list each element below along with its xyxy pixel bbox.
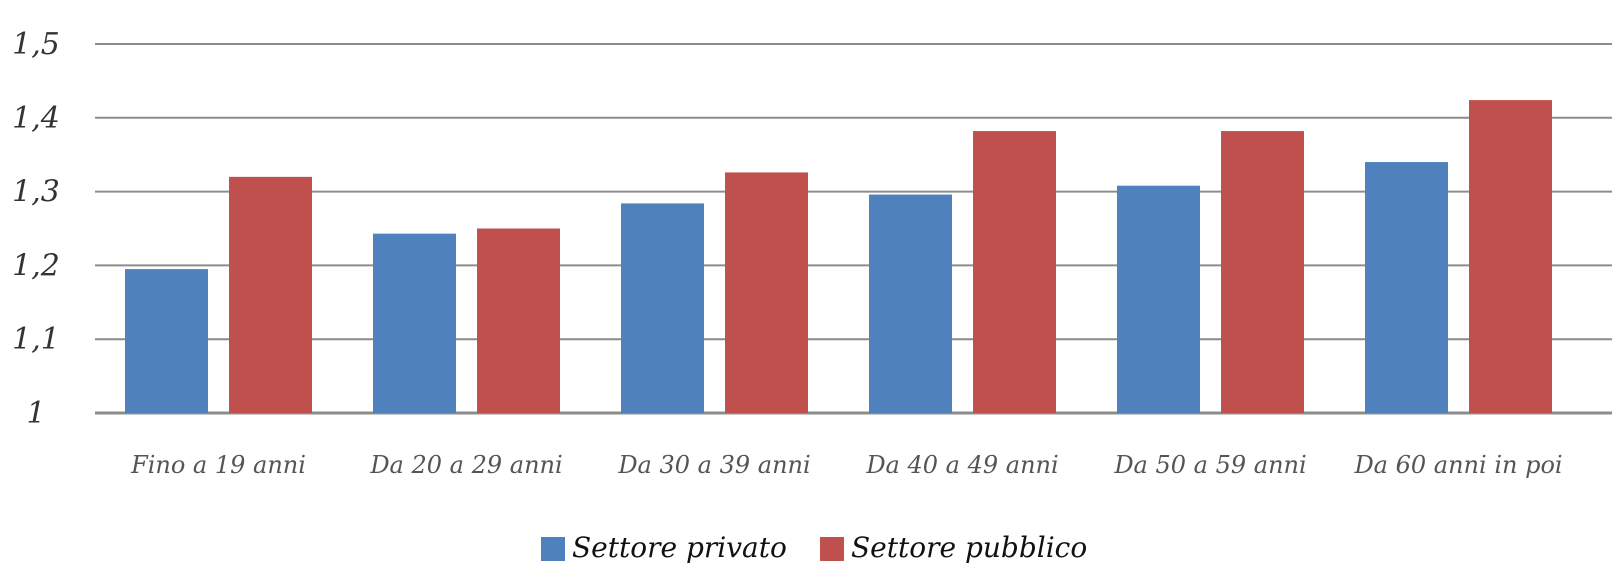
x-category-label: Da 40 a 49 anni (865, 451, 1058, 479)
bar-settore-privato (373, 233, 456, 413)
y-tick-label: 1 (26, 396, 45, 431)
bar-settore-pubblico (1221, 131, 1304, 414)
legend-swatch-settore-privato (541, 537, 565, 561)
bar-settore-privato (125, 269, 208, 413)
x-category-label: Da 60 anni in poi (1353, 451, 1562, 479)
x-category-label: Da 20 a 29 anni (369, 451, 562, 479)
y-tick-label: 1,5 (12, 27, 60, 62)
y-tick-label: 1,3 (12, 175, 60, 210)
bar-settore-privato (621, 203, 704, 413)
bars (125, 100, 1552, 414)
y-tick-label: 1,4 (12, 101, 60, 136)
bar-settore-pubblico (229, 176, 312, 413)
x-category-label: Da 30 a 39 anni (617, 451, 810, 479)
bar-settore-pubblico (725, 172, 808, 413)
legend: Settore privato Settore pubblico (541, 531, 1087, 564)
bar-settore-pubblico (973, 131, 1056, 414)
bar-settore-pubblico (1469, 100, 1552, 413)
bar-settore-pubblico (477, 228, 560, 413)
legend-label-settore-pubblico: Settore pubblico (851, 531, 1087, 564)
y-axis-ticks: 1 1,1 1,2 1,3 1,4 1,5 (12, 27, 60, 431)
x-category-label: Da 50 a 59 anni (1113, 451, 1306, 479)
x-category-label: Fino a 19 anni (130, 451, 306, 479)
legend-swatch-settore-pubblico (820, 537, 844, 561)
bar-settore-privato (1117, 185, 1200, 413)
bar-settore-privato (1365, 162, 1448, 413)
y-tick-label: 1,1 (12, 322, 60, 357)
y-tick-label: 1,2 (12, 248, 60, 283)
x-axis-categories: Fino a 19 anni Da 20 a 29 anni Da 30 a 3… (130, 451, 1563, 479)
bar-settore-privato (869, 194, 952, 413)
gridlines (95, 43, 1612, 415)
legend-label-settore-privato: Settore privato (572, 531, 787, 564)
